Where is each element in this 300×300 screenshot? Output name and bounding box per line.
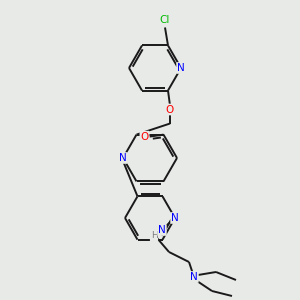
Text: O: O <box>166 104 174 115</box>
Text: N: N <box>190 272 198 282</box>
Text: Cl: Cl <box>160 16 170 26</box>
Text: N: N <box>177 63 185 73</box>
Text: H: H <box>151 232 158 241</box>
Text: N: N <box>119 153 127 163</box>
Text: O: O <box>140 132 148 142</box>
Text: N: N <box>158 225 166 235</box>
Text: N: N <box>171 213 179 223</box>
